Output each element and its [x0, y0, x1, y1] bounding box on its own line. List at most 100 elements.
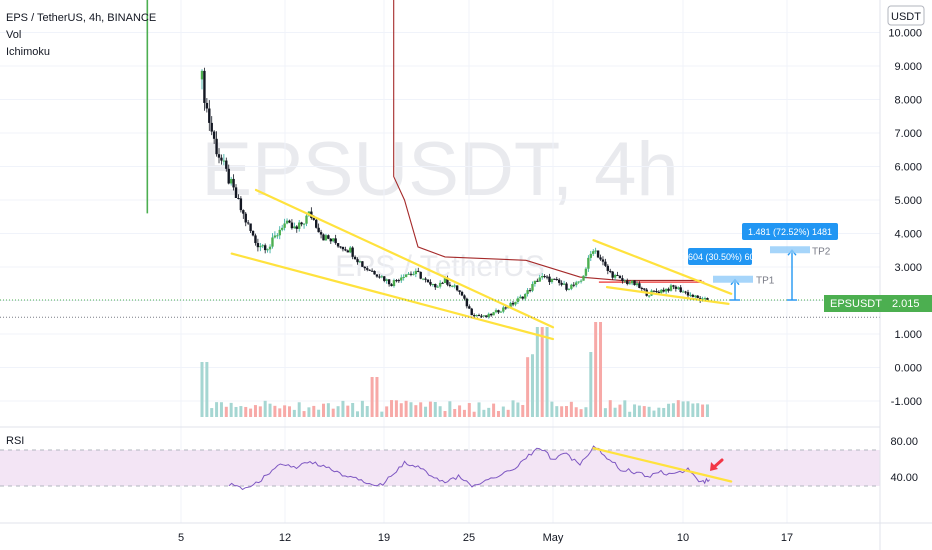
candle: [553, 279, 555, 280]
volume-bar: [312, 406, 315, 417]
candle: [560, 280, 562, 286]
candle: [599, 255, 601, 261]
indicator-vol: Vol: [6, 29, 21, 41]
candle: [242, 209, 244, 219]
candle: [298, 220, 300, 232]
candle: [519, 295, 521, 299]
candle: [466, 298, 468, 309]
candle: [680, 285, 682, 293]
candle: [405, 274, 407, 277]
candle: [495, 308, 497, 313]
candle: [291, 219, 293, 230]
volume-bar: [225, 407, 228, 417]
volume-bars: [201, 322, 709, 417]
candle: [206, 98, 208, 112]
price-tag: EPSUSDT 2.015: [824, 295, 932, 312]
candle: [320, 230, 322, 238]
volume-bar: [473, 412, 476, 417]
volume-bar: [575, 407, 578, 417]
target-label: TP2: [812, 246, 831, 257]
candle: [303, 223, 305, 229]
volume-bar: [584, 407, 587, 417]
price-tick-label: -1.000: [891, 396, 922, 408]
volume-bar: [618, 405, 621, 417]
candle: [682, 290, 684, 293]
candle: [458, 290, 460, 294]
volume-bar: [512, 400, 515, 417]
candle: [240, 196, 242, 212]
price-tick-label: 6.000: [894, 162, 922, 174]
candle: [692, 294, 694, 298]
candle: [483, 315, 485, 317]
price-tick-label: 1.000: [894, 329, 922, 341]
candle: [531, 282, 533, 293]
candle: [514, 302, 516, 307]
price-tick-label: 3.000: [894, 262, 922, 274]
volume-bar: [414, 405, 417, 417]
candle: [563, 281, 565, 285]
candle: [337, 243, 339, 248]
candle: [420, 271, 422, 279]
candle: [502, 306, 504, 314]
volume-bar: [337, 406, 340, 417]
volume-bar: [550, 402, 553, 417]
candle: [332, 238, 334, 242]
candle: [271, 233, 273, 248]
chart-title: EPS / TetherUS, 4h, BINANCE: [6, 12, 156, 24]
volume-bar: [507, 410, 510, 417]
volume-bar: [278, 408, 281, 417]
volume-bar: [502, 407, 505, 417]
candle: [675, 285, 677, 291]
volume-bar: [293, 410, 296, 417]
volume-bar: [478, 402, 481, 417]
volume-bar: [696, 403, 699, 417]
candle: [667, 288, 669, 293]
volume-bar: [385, 406, 388, 417]
indicator-ichimoku: Ichimoku: [6, 46, 50, 58]
volume-bar: [531, 354, 534, 417]
price-tick-label: 5.000: [894, 195, 922, 207]
candle: [616, 272, 618, 276]
candle: [575, 281, 577, 288]
candle: [672, 285, 674, 289]
volume-bar: [244, 407, 247, 417]
volume-bar: [273, 406, 276, 417]
time-tick-label: May: [543, 532, 564, 544]
volume-bar: [220, 402, 223, 417]
time-tick-label: 25: [463, 532, 475, 544]
volume-bar: [604, 408, 607, 417]
candle: [451, 285, 453, 287]
candle: [203, 68, 205, 111]
candle: [461, 291, 463, 296]
candle: [607, 264, 609, 274]
candle: [468, 304, 470, 308]
volume-bar: [303, 411, 306, 417]
candle: [609, 269, 611, 273]
volume-bar: [264, 401, 267, 417]
candle: [590, 251, 592, 261]
volume-bar: [623, 400, 626, 417]
price-tick-label: 0.000: [894, 363, 922, 375]
candle: [471, 308, 473, 315]
volume-bar: [239, 406, 242, 417]
targets: TP10.604 (30.50%) 604 TP21.481 (72.52%) 1…: [680, 223, 838, 300]
candle: [245, 212, 247, 226]
price-tick-label: 8.000: [894, 95, 922, 107]
volume-bar: [652, 411, 655, 417]
candle: [653, 290, 655, 292]
candle: [619, 275, 621, 279]
candle: [490, 313, 492, 316]
candle: [249, 223, 251, 232]
candle: [247, 220, 249, 225]
candle: [512, 301, 514, 306]
volume-bar: [346, 406, 349, 417]
volume-bar: [283, 405, 286, 417]
candle: [594, 248, 596, 254]
currency-button[interactable]: USDT: [888, 6, 924, 25]
volume-bar: [667, 404, 670, 417]
volume-bar: [249, 409, 252, 417]
volume-bar: [395, 400, 398, 417]
volume-bar: [463, 410, 466, 417]
candle: [262, 244, 264, 248]
volume-bar: [526, 357, 529, 417]
